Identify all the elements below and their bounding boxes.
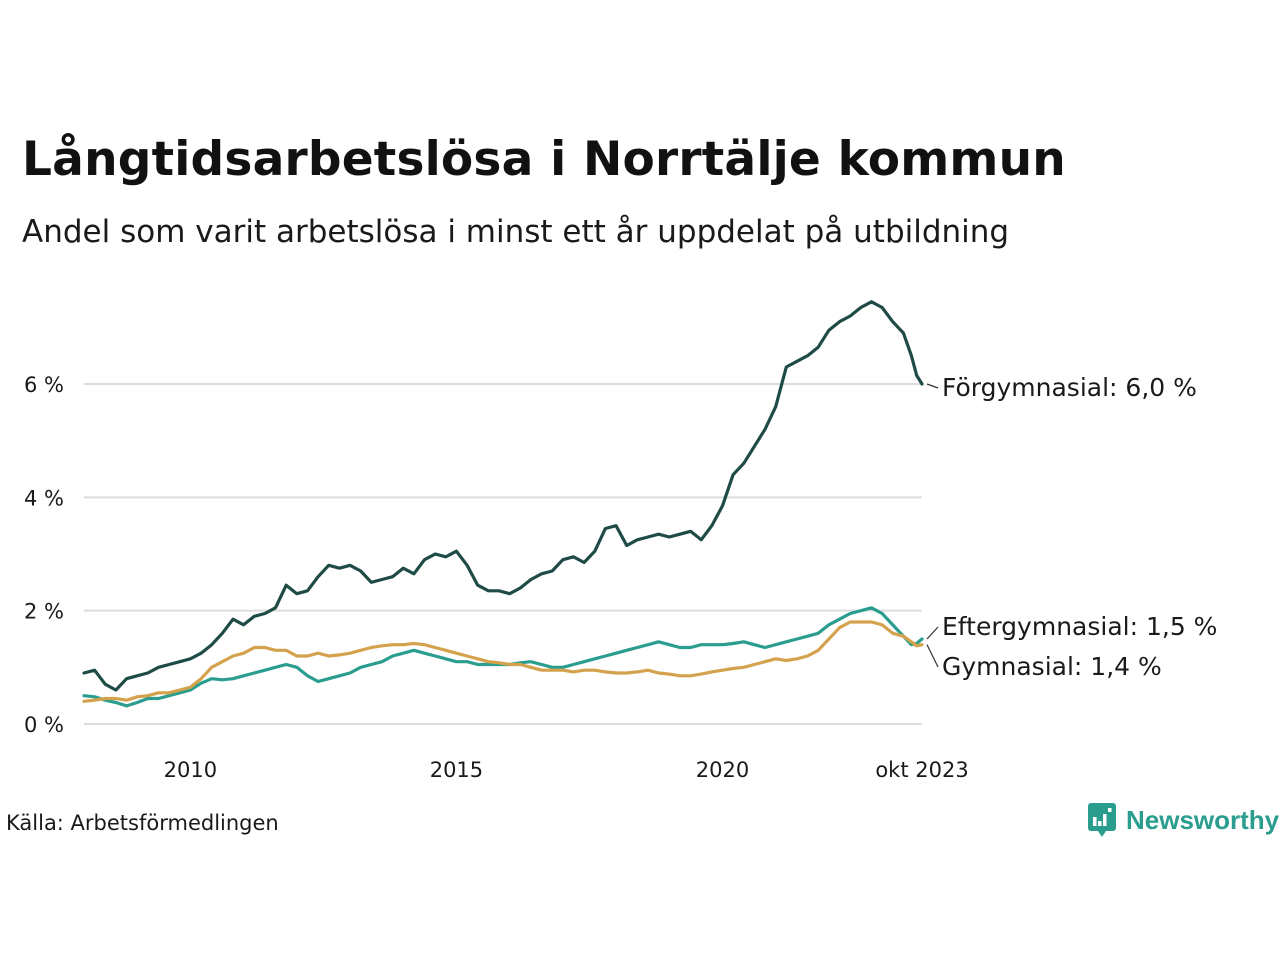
x-tick-label: 2020: [696, 758, 749, 782]
x-tick-label: 2010: [164, 758, 217, 782]
newsworthy-logo: Newsworthy: [1088, 803, 1279, 837]
source-note: Källa: Arbetsförmedlingen: [6, 811, 279, 835]
chart-title: Långtidsarbetslösa i Norrtälje kommun: [22, 132, 1066, 187]
label-leader: [926, 644, 939, 668]
y-tick-label: 4 %: [24, 486, 64, 510]
series-line-eftergymnasial: [82, 606, 924, 708]
y-tick-label: 6 %: [24, 373, 64, 397]
label-leader: [926, 626, 939, 640]
series-lines: [82, 300, 924, 708]
newsworthy-logo-icon: [1088, 803, 1116, 837]
chart-subtitle: Andel som varit arbetslösa i minst ett å…: [22, 214, 1010, 250]
x-tick-label: 2015: [430, 758, 483, 782]
end-label-förgymnasial: Förgymnasial: 6,0 %: [942, 373, 1197, 402]
y-tick-label: 0 %: [24, 713, 64, 737]
brand-name: Newsworthy: [1126, 804, 1280, 835]
end-label-gymnasial: Gymnasial: 1,4 %: [942, 652, 1162, 681]
x-tick-label: okt 2023: [875, 758, 968, 782]
x-axis-ticks: 2010 2015 2020 okt 2023: [164, 758, 969, 782]
end-label-eftergymnasial: Eftergymnasial: 1,5 %: [942, 612, 1217, 641]
label-leader: [926, 383, 939, 389]
series-line-förgymnasial: [82, 300, 924, 692]
end-labels: Förgymnasial: 6,0 % Eftergymnasial: 1,5 %…: [926, 373, 1217, 681]
y-tick-label: 2 %: [24, 600, 64, 624]
gridlines: [84, 383, 922, 725]
series-line-gymnasial: [82, 620, 924, 703]
y-axis-ticks: 0 % 2 % 4 % 6 %: [24, 373, 64, 737]
